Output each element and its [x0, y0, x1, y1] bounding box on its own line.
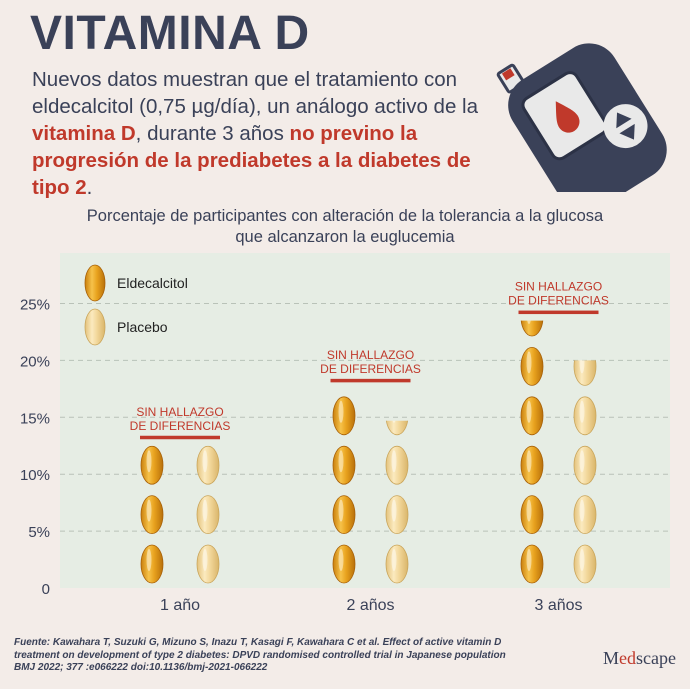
capsule-icon [520, 544, 544, 584]
capsule-icon [84, 264, 106, 302]
capsule-icon [385, 495, 409, 534]
y-tick-label: 5% [28, 524, 50, 541]
medscape-logo: Medscape [603, 648, 676, 668]
bar-eldecalcitol-0 [140, 445, 164, 584]
annotation-line [330, 378, 411, 383]
legend: Eldecalcitol Placebo [84, 264, 188, 346]
capsule-icon [332, 544, 356, 584]
capsule-icon [140, 445, 164, 485]
chart-title: Porcentaje de participantes con alteraci… [86, 207, 604, 246]
intro-highlight: no previno la progresión de la prediabet… [32, 122, 471, 199]
bar-placebo-1 [385, 420, 409, 584]
bar-eldecalcitol-2 [520, 320, 544, 584]
page-title: VITAMINA D [30, 7, 310, 60]
legend-item: Eldecalcitol [84, 264, 188, 302]
capsule-icon [520, 346, 544, 386]
source-line: BMJ 2022; 377 :e066222 doi:10.1136/bmj-2… [14, 662, 268, 673]
capsule-icon [385, 420, 409, 436]
capsule-icon [332, 396, 356, 436]
capsule-icon [332, 495, 356, 534]
capsule-icon [385, 544, 409, 584]
intro-text: . [86, 176, 93, 199]
bar-eldecalcitol-1 [332, 396, 356, 584]
x-tick-label: 1 año [160, 597, 200, 614]
bar-placebo-2 [573, 360, 597, 584]
intro-highlight: vitamina D [32, 122, 136, 145]
capsule-icon [196, 495, 220, 534]
source-line: Fuente: Kawahara T, Suzuki G, Mizuno S, … [14, 637, 502, 648]
annotation-text: DE DIFERENCIAS [508, 294, 609, 308]
capsule-icon [573, 360, 597, 386]
x-axis: 1 año 2 años 3 años [160, 597, 583, 614]
source-line: treatment on development of type 2 diabe… [14, 649, 506, 661]
capsule-icon [573, 495, 597, 534]
x-tick-label: 3 años [534, 597, 582, 614]
capsule-icon [520, 320, 544, 337]
capsule-icon [140, 495, 164, 534]
annotation-line [518, 310, 599, 315]
intro-text: , durante 3 años [135, 122, 290, 145]
capsule-icon [196, 544, 220, 584]
legend-label: Eldecalcitol [117, 275, 188, 291]
capsule-icon [520, 445, 544, 485]
legend-label: Placebo [117, 319, 168, 335]
glucometer-icon [496, 43, 667, 192]
capsule-icon [520, 495, 544, 534]
y-tick-label: 25% [20, 297, 50, 314]
legend-item: Placebo [84, 308, 168, 346]
y-axis: 0 5% 10% 15% 20% 25% [20, 297, 50, 599]
capsule-icon [84, 308, 106, 346]
y-tick-label: 10% [20, 467, 50, 484]
annotation-text: SIN HALLAZGO [136, 405, 223, 419]
annotation-text: SIN HALLAZGO [327, 348, 414, 362]
capsule-icon [573, 396, 597, 436]
bar-placebo-0 [196, 445, 220, 584]
capsule-icon [332, 445, 356, 485]
capsule-icon [520, 396, 544, 436]
x-tick-label: 2 años [346, 597, 394, 614]
capsule-icon [196, 445, 220, 485]
annotation-line [140, 435, 220, 440]
bars-layer [140, 320, 597, 584]
y-tick-label: 15% [20, 410, 50, 427]
annotation-text: SIN HALLAZGO [515, 280, 602, 294]
y-tick-label: 20% [20, 353, 50, 370]
capsule-icon [140, 544, 164, 584]
capsule-icon [573, 544, 597, 584]
intro-text: Nuevos datos muestran que el tratamiento… [32, 68, 479, 118]
annotation-text: DE DIFERENCIAS [320, 362, 421, 376]
annotation-text: DE DIFERENCIAS [130, 419, 231, 433]
source-citation: Fuente: Kawahara T, Suzuki G, Mizuno S, … [14, 637, 514, 675]
intro-paragraph: Nuevos datos muestran que el tratamiento… [32, 66, 492, 201]
capsule-icon [573, 445, 597, 485]
y-tick-label: 0 [42, 581, 50, 598]
plot-area [60, 253, 670, 588]
capsule-icon [385, 445, 409, 485]
